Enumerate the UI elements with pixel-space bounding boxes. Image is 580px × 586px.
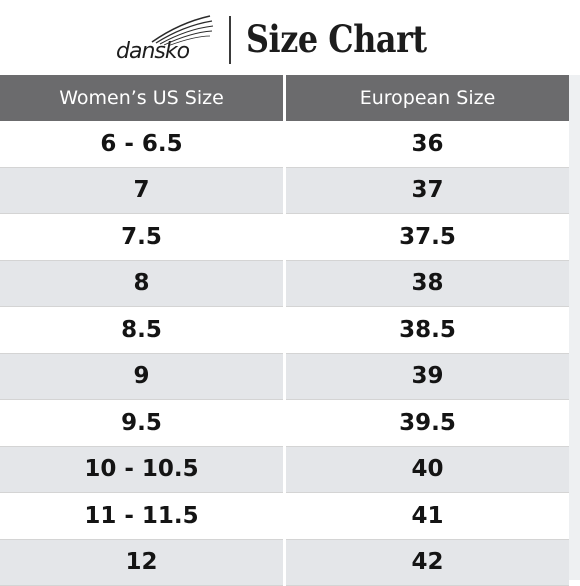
us-size-cell: 11 - 11.5: [0, 492, 286, 540]
table-row: 9 39: [0, 353, 569, 400]
table-header-row: Women’s US Size European Size: [0, 75, 569, 121]
us-size-cell: 9: [0, 353, 286, 400]
european-size-cell: 37.5: [284, 213, 569, 261]
european-size-cell: 36: [284, 121, 569, 168]
table-row: 9.5 39.5: [0, 399, 569, 447]
european-size-cell: 38: [284, 260, 569, 307]
dansko-logo: dansko: [112, 12, 216, 68]
table-row: 7 37: [0, 167, 569, 214]
table-row: 8 38: [0, 260, 569, 307]
european-size-cell: 40: [284, 446, 569, 493]
table-row: 6 - 6.5 36: [0, 121, 569, 168]
us-size-cell: 7.5: [0, 213, 286, 261]
title-bar: dansko Size Chart: [0, 0, 580, 74]
right-edge-shadow: [569, 75, 580, 580]
wing-swoosh-icon: [151, 15, 214, 46]
table-row: 12 42: [0, 539, 569, 586]
column-header-us-size: Women’s US Size: [0, 75, 286, 121]
european-size-cell: 42: [284, 539, 569, 586]
title-divider: [229, 16, 231, 64]
table-row: 11 - 11.5 41: [0, 492, 569, 540]
size-chart-table: Women’s US Size European Size 6 - 6.5 36…: [0, 75, 569, 586]
column-header-european-size: European Size: [284, 75, 569, 121]
us-size-cell: 8: [0, 260, 286, 307]
european-size-cell: 41: [284, 492, 569, 540]
european-size-cell: 39.5: [284, 399, 569, 447]
table-row: 7.5 37.5: [0, 213, 569, 261]
us-size-cell: 10 - 10.5: [0, 446, 286, 493]
european-size-cell: 39: [284, 353, 569, 400]
us-size-cell: 9.5: [0, 399, 286, 447]
european-size-cell: 38.5: [284, 306, 569, 354]
us-size-cell: 8.5: [0, 306, 286, 354]
page-title: Size Chart: [246, 17, 427, 61]
us-size-cell: 6 - 6.5: [0, 121, 286, 168]
table-row: 8.5 38.5: [0, 306, 569, 354]
us-size-cell: 12: [0, 539, 286, 586]
table-row: 10 - 10.5 40: [0, 446, 569, 493]
logo-wordmark: dansko: [116, 39, 190, 64]
us-size-cell: 7: [0, 167, 286, 214]
european-size-cell: 37: [284, 167, 569, 214]
